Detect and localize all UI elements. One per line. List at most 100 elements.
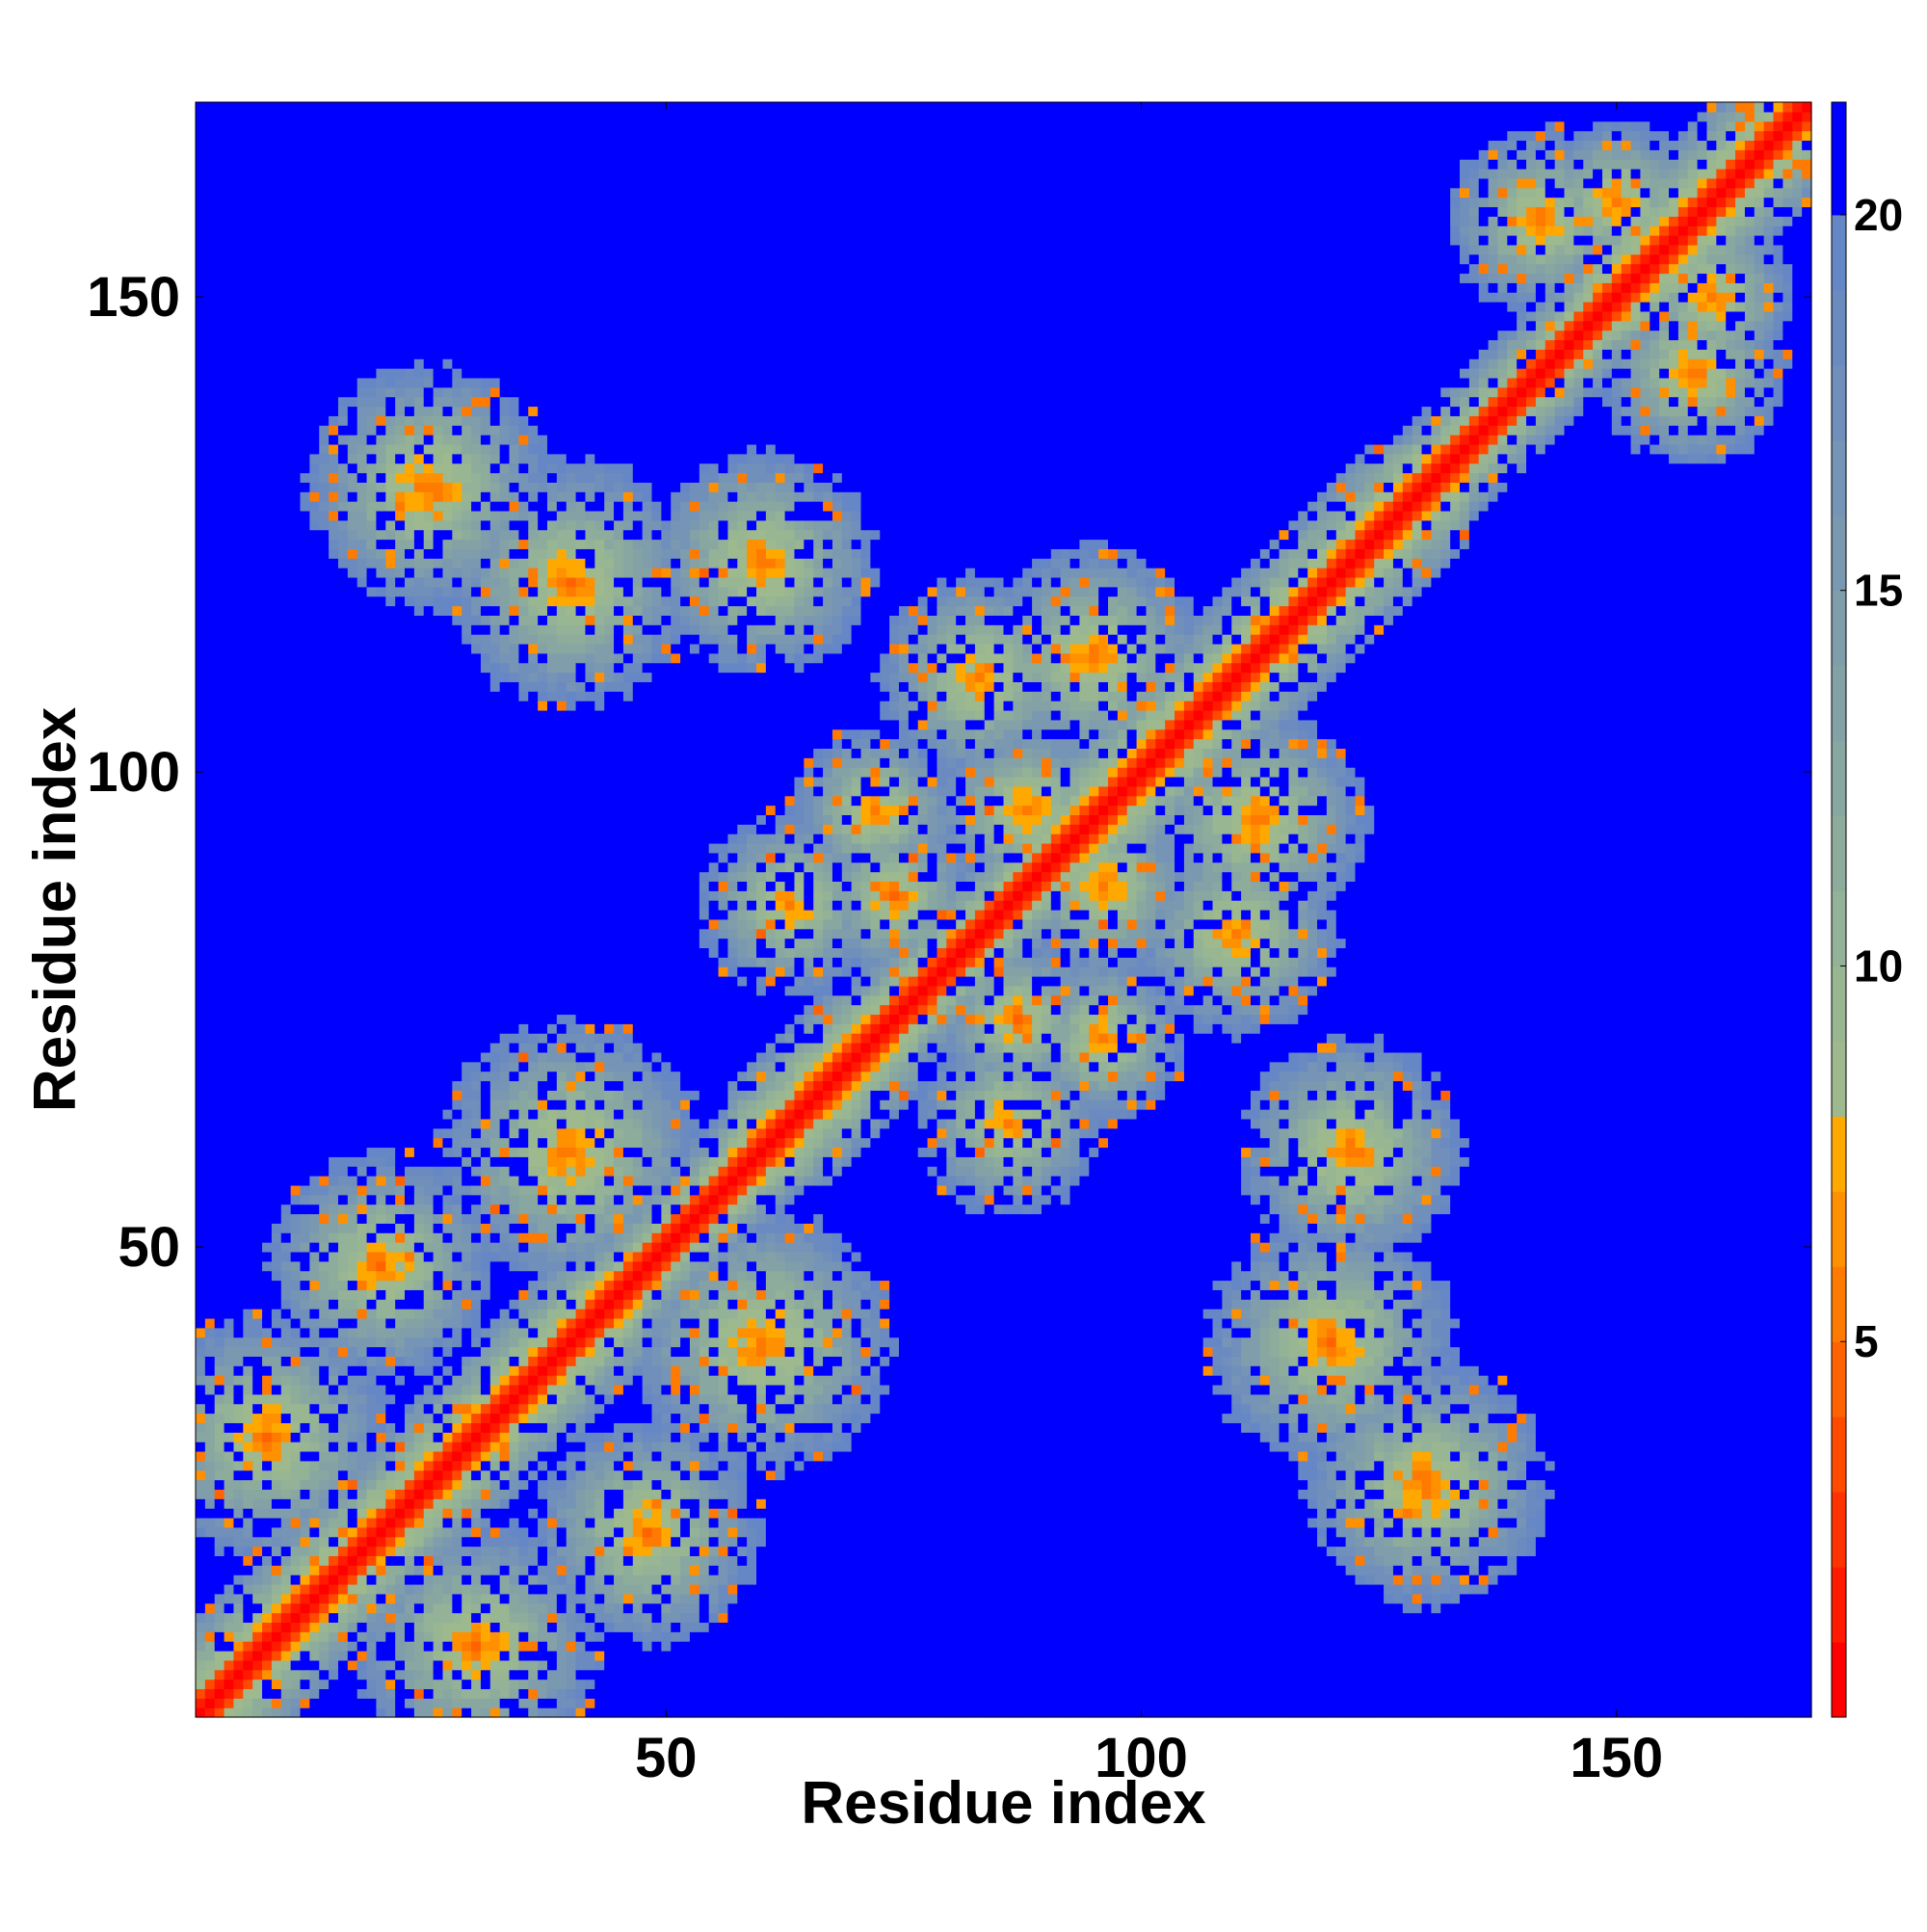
heatmap-cell [205, 1043, 215, 1052]
heatmap-cell [196, 1014, 205, 1023]
heatmap-cell [329, 1575, 338, 1584]
heatmap-cell [329, 131, 338, 141]
heatmap-cell [262, 1480, 272, 1490]
heatmap-cell [452, 1271, 462, 1281]
heatmap-cell [291, 1128, 301, 1138]
heatmap-cell [205, 282, 215, 292]
heatmap-cell [196, 1252, 205, 1261]
heatmap-cell [252, 1176, 262, 1185]
heatmap-cell [367, 1052, 377, 1062]
heatmap-cell [272, 1280, 281, 1289]
heatmap-cell [471, 1680, 481, 1689]
heatmap-cell [281, 530, 291, 540]
heatmap-cell [376, 1213, 385, 1223]
heatmap-cell [224, 1698, 234, 1707]
heatmap-cell [357, 1280, 367, 1289]
heatmap-cell [262, 1099, 272, 1109]
heatmap-cell [272, 311, 281, 321]
heatmap-cell [309, 112, 319, 121]
heatmap-cell [205, 1461, 215, 1470]
heatmap-cell [233, 444, 243, 454]
heatmap-cell [414, 1176, 424, 1185]
heatmap-cell [215, 1242, 224, 1252]
heatmap-cell [405, 1232, 414, 1242]
heatmap-cell [357, 1309, 367, 1318]
heatmap-cell [376, 1138, 385, 1148]
heatmap-cell [224, 1565, 234, 1575]
heatmap-cell [442, 796, 452, 806]
heatmap-cell [357, 1707, 367, 1717]
heatmap-cell [291, 339, 301, 349]
heatmap-cell [424, 558, 434, 568]
heatmap-cell [338, 1641, 348, 1651]
heatmap-cell [272, 1414, 281, 1423]
heatmap-cell [338, 1404, 348, 1414]
heatmap-cell [338, 1414, 348, 1423]
heatmap-cell [452, 292, 462, 302]
heatmap-cell [205, 1613, 215, 1623]
heatmap-cell [376, 739, 385, 749]
heatmap-cell [262, 387, 272, 397]
heatmap-cell [385, 606, 395, 616]
heatmap-cell [434, 1119, 443, 1128]
heatmap-cell [215, 1584, 224, 1594]
heatmap-cell [452, 1080, 462, 1090]
heatmap-cell [442, 149, 452, 159]
heatmap-cell [329, 225, 338, 235]
heatmap-cell [424, 1356, 434, 1365]
heatmap-cell [233, 321, 243, 331]
heatmap-cell [309, 1670, 319, 1680]
heatmap-cell [367, 634, 377, 644]
heatmap-cell [205, 444, 215, 454]
heatmap-cell [224, 1052, 234, 1062]
heatmap-cell [252, 149, 262, 159]
heatmap-cell [291, 1451, 301, 1461]
heatmap-cell [414, 881, 424, 890]
heatmap-cell [424, 1005, 434, 1015]
heatmap-cell [319, 435, 329, 444]
heatmap-cell [272, 245, 281, 254]
heatmap-cell [462, 1680, 471, 1689]
heatmap-cell [338, 454, 348, 463]
heatmap-cell [452, 710, 462, 720]
heatmap-cell [205, 1128, 215, 1138]
heatmap-cell [434, 511, 443, 520]
heatmap-cell [395, 1062, 405, 1072]
heatmap-cell [357, 1347, 367, 1357]
heatmap-cell [405, 806, 414, 815]
heatmap-cell [291, 1043, 301, 1052]
heatmap-cell [414, 264, 424, 274]
heatmap-cell [348, 254, 357, 264]
heatmap-cell [252, 1537, 262, 1547]
heatmap-cell [357, 1442, 367, 1451]
heatmap-cell [309, 681, 319, 691]
heatmap-cell [462, 634, 471, 644]
heatmap-cell [424, 1328, 434, 1337]
heatmap-cell [243, 1043, 252, 1052]
heatmap-cell [348, 178, 357, 188]
heatmap-cell [281, 444, 291, 454]
heatmap-cell [233, 1242, 243, 1252]
heatmap-cell [252, 900, 262, 910]
heatmap-cell [215, 1252, 224, 1261]
heatmap-cell [385, 786, 395, 796]
heatmap-cell [301, 1337, 310, 1347]
heatmap-cell [205, 1347, 215, 1357]
heatmap-cell [291, 1688, 301, 1698]
heatmap-cell [329, 720, 338, 729]
heatmap-cell [233, 1109, 243, 1119]
heatmap-cell [376, 425, 385, 435]
heatmap-cell [309, 540, 319, 549]
heatmap-cell [215, 1271, 224, 1281]
heatmap-cell [272, 1166, 281, 1176]
heatmap-cell [233, 1090, 243, 1099]
heatmap-cell [376, 596, 385, 606]
heatmap-cell [434, 757, 443, 767]
heatmap-cell [252, 216, 262, 225]
heatmap-cell [452, 282, 462, 292]
heatmap-cell [301, 767, 310, 777]
heatmap-cell [205, 1375, 215, 1385]
heatmap-cell [452, 1156, 462, 1166]
heatmap-cell [395, 596, 405, 606]
heatmap-cell [272, 966, 281, 976]
